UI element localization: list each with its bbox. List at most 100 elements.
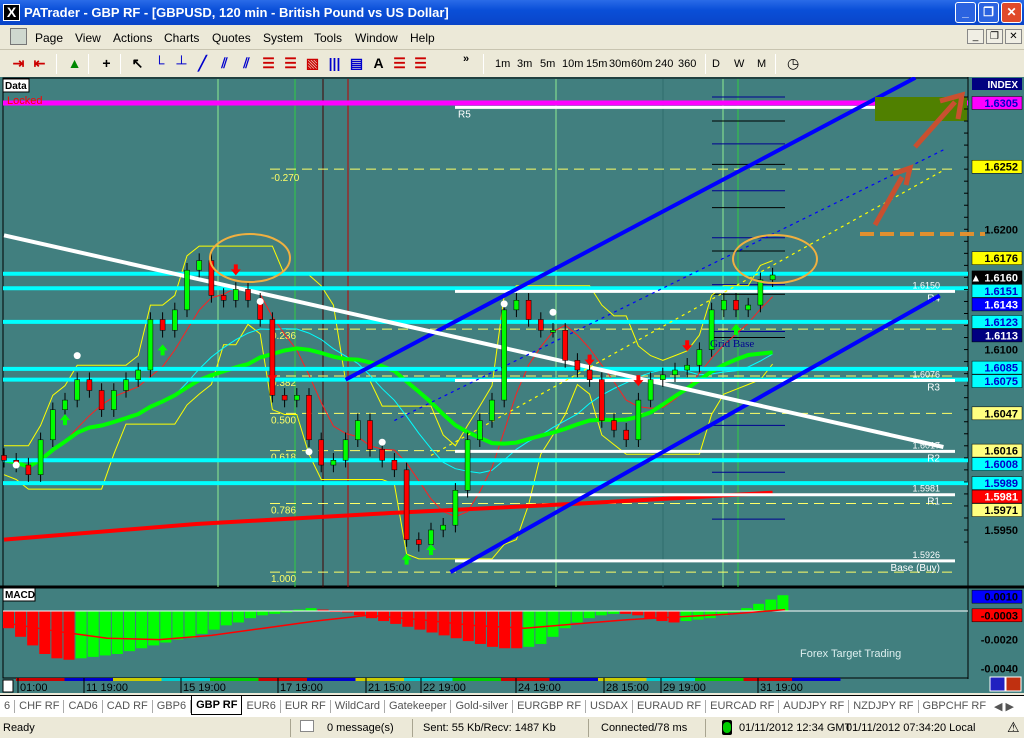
macd-histogram-bar bbox=[620, 611, 632, 614]
fibonacci-icon[interactable]: ☰ bbox=[262, 55, 275, 71]
candle-body bbox=[550, 330, 556, 333]
timeframe-5m[interactable]: 5m bbox=[540, 58, 556, 70]
toolbar-separator bbox=[88, 54, 89, 74]
zoom-out-icon[interactable]: ⇥ bbox=[12, 55, 25, 71]
candle bbox=[196, 253, 202, 278]
chart-app-icon[interactable] bbox=[10, 28, 27, 45]
macd-histogram-bar bbox=[3, 611, 14, 629]
macd-axis-label: -0.0020 bbox=[981, 635, 1018, 647]
candle-body bbox=[525, 300, 532, 320]
indicator-icon[interactable]: ▲ bbox=[67, 55, 82, 71]
period-M[interactable]: M bbox=[757, 58, 767, 70]
message-icon[interactable] bbox=[300, 720, 314, 732]
horizontal-scrollbar-thumb[interactable] bbox=[2, 679, 14, 693]
tab-gbp6[interactable]: GBP6 bbox=[153, 700, 192, 713]
fibonacci-extension-icon[interactable]: ☰ bbox=[284, 55, 297, 71]
menu-view[interactable]: View bbox=[75, 31, 101, 45]
menu-charts[interactable]: Charts bbox=[164, 31, 200, 45]
price-label-box bbox=[971, 159, 1023, 174]
timeframe-360[interactable]: 360 bbox=[678, 58, 697, 70]
menu-actions[interactable]: Actions bbox=[113, 31, 153, 45]
menu-tools[interactable]: Tools bbox=[314, 31, 343, 45]
candle bbox=[294, 388, 300, 408]
timeframe-15m[interactable]: 15m bbox=[586, 58, 608, 70]
regression-channel-icon[interactable]: ⫽ bbox=[243, 55, 250, 71]
tab-gold-silver[interactable]: Gold-silver bbox=[451, 700, 514, 713]
candle-body bbox=[1, 455, 7, 461]
scroll-end-button[interactable] bbox=[1005, 676, 1022, 692]
cycle-lines-icon[interactable]: ||| bbox=[328, 55, 341, 71]
tab-gbpchf-rf[interactable]: GBPCHF RF bbox=[919, 700, 992, 713]
candle bbox=[74, 372, 80, 408]
menu-help[interactable]: Help bbox=[410, 31, 435, 45]
tab-euraud-rf[interactable]: EURAUD RF bbox=[633, 700, 707, 713]
hsl-icon[interactable]: ☰ bbox=[414, 55, 427, 71]
macd-histogram-bar bbox=[426, 611, 438, 633]
candle bbox=[184, 262, 190, 318]
tab-scroll-arrows-icon[interactable]: ◀ ▶ bbox=[990, 700, 1018, 713]
timeframe-10m[interactable]: 10m bbox=[562, 58, 584, 70]
period-D[interactable]: D bbox=[712, 58, 720, 70]
candle bbox=[599, 372, 605, 428]
menu-window[interactable]: Window bbox=[355, 31, 398, 45]
mdi-minimize-button[interactable]: _ bbox=[967, 29, 984, 44]
crosshair-icon[interactable]: + bbox=[102, 55, 111, 71]
tab-usdax[interactable]: USDAX bbox=[586, 700, 633, 713]
alert-icon[interactable]: ⚠ bbox=[1007, 719, 1020, 735]
fan-icon[interactable]: ▧ bbox=[305, 55, 320, 71]
macd-axis-label: -0.0003 bbox=[981, 610, 1018, 622]
tab-cad-rf[interactable]: CAD RF bbox=[103, 700, 153, 713]
toolbar-overflow-button[interactable]: » bbox=[463, 53, 470, 65]
candle-body bbox=[220, 295, 227, 301]
menu-system[interactable]: System bbox=[263, 31, 304, 45]
macd-histogram-bar bbox=[462, 611, 474, 642]
minimize-button[interactable]: _ bbox=[955, 2, 976, 23]
pat-icon[interactable]: ☰ bbox=[393, 55, 406, 71]
cursor-icon[interactable]: ↖ bbox=[131, 55, 144, 71]
trend-line-icon[interactable]: ╱ bbox=[198, 55, 207, 71]
tab-eur6[interactable]: EUR6 bbox=[242, 700, 281, 713]
tab-nzdjpy-rf[interactable]: NZDJPY RF bbox=[849, 700, 919, 713]
timeframe-3m[interactable]: 3m bbox=[517, 58, 533, 70]
close-button[interactable]: ✕ bbox=[1001, 2, 1022, 23]
tab-gbp-rf[interactable]: GBP RF bbox=[191, 696, 243, 715]
menu-page[interactable]: Page bbox=[35, 31, 64, 45]
tab-eurgbp-rf[interactable]: EURGBP RF bbox=[513, 700, 587, 713]
scroll-start-button[interactable] bbox=[989, 676, 1006, 692]
chart-window[interactable]: -0.270 0.236 0.382 0.500 0.618 0.786 1.000 R5 1.… bbox=[0, 77, 1024, 693]
horizontal-line-icon[interactable]: └ bbox=[154, 55, 165, 71]
tab-chf-rf[interactable]: CHF RF bbox=[15, 700, 65, 713]
grid-icon[interactable]: ▤ bbox=[349, 55, 364, 71]
macd-histogram-bar bbox=[741, 608, 753, 611]
timeframe-1m[interactable]: 1m bbox=[495, 58, 511, 70]
mdi-restore-button[interactable]: ❐ bbox=[986, 29, 1003, 44]
tab-eur-rf[interactable]: EUR RF bbox=[281, 700, 331, 713]
chart-canvas[interactable]: -0.270 0.236 0.382 0.500 0.618 0.786 1.000 R5 1.… bbox=[0, 77, 1024, 693]
mdi-close-button[interactable]: ✕ bbox=[1005, 29, 1022, 44]
timeframe-30m[interactable]: 30m bbox=[609, 58, 631, 70]
text-icon[interactable]: A bbox=[373, 55, 384, 71]
tab-audjpy-rf[interactable]: AUDJPY RF bbox=[779, 700, 850, 713]
maximize-button[interactable]: ❐ bbox=[978, 2, 999, 23]
channel-icon[interactable]: ⫽ bbox=[221, 55, 228, 71]
fib-level-label: 0.618 bbox=[271, 453, 296, 464]
vertical-line-icon[interactable]: ┴ bbox=[176, 55, 187, 71]
menu-quotes[interactable]: Quotes bbox=[212, 31, 251, 45]
clock-icon[interactable]: ◷ bbox=[787, 55, 800, 71]
macd-label: MACD bbox=[5, 590, 35, 601]
tab-gatekeeper[interactable]: Gatekeeper bbox=[385, 700, 452, 713]
zoom-in-icon[interactable]: ⇤ bbox=[33, 55, 46, 71]
tab-cad6[interactable]: CAD6 bbox=[64, 700, 103, 713]
tab-eurcad-rf[interactable]: EURCAD RF bbox=[706, 700, 780, 713]
candle-body bbox=[86, 379, 93, 391]
period-W[interactable]: W bbox=[734, 58, 745, 70]
timeframe-240[interactable]: 240 bbox=[655, 58, 674, 70]
macd-histogram-bar bbox=[438, 611, 450, 636]
status-messages[interactable]: 0 message(s) bbox=[327, 722, 394, 734]
tab-wildcard[interactable]: WildCard bbox=[331, 700, 385, 713]
tab-6[interactable]: 6 bbox=[0, 700, 16, 713]
timeframe-60m[interactable]: 60m bbox=[631, 58, 653, 70]
macd-histogram-bar bbox=[305, 608, 317, 611]
toolbar-separator bbox=[120, 54, 121, 74]
app-x-icon[interactable]: X bbox=[3, 4, 20, 21]
